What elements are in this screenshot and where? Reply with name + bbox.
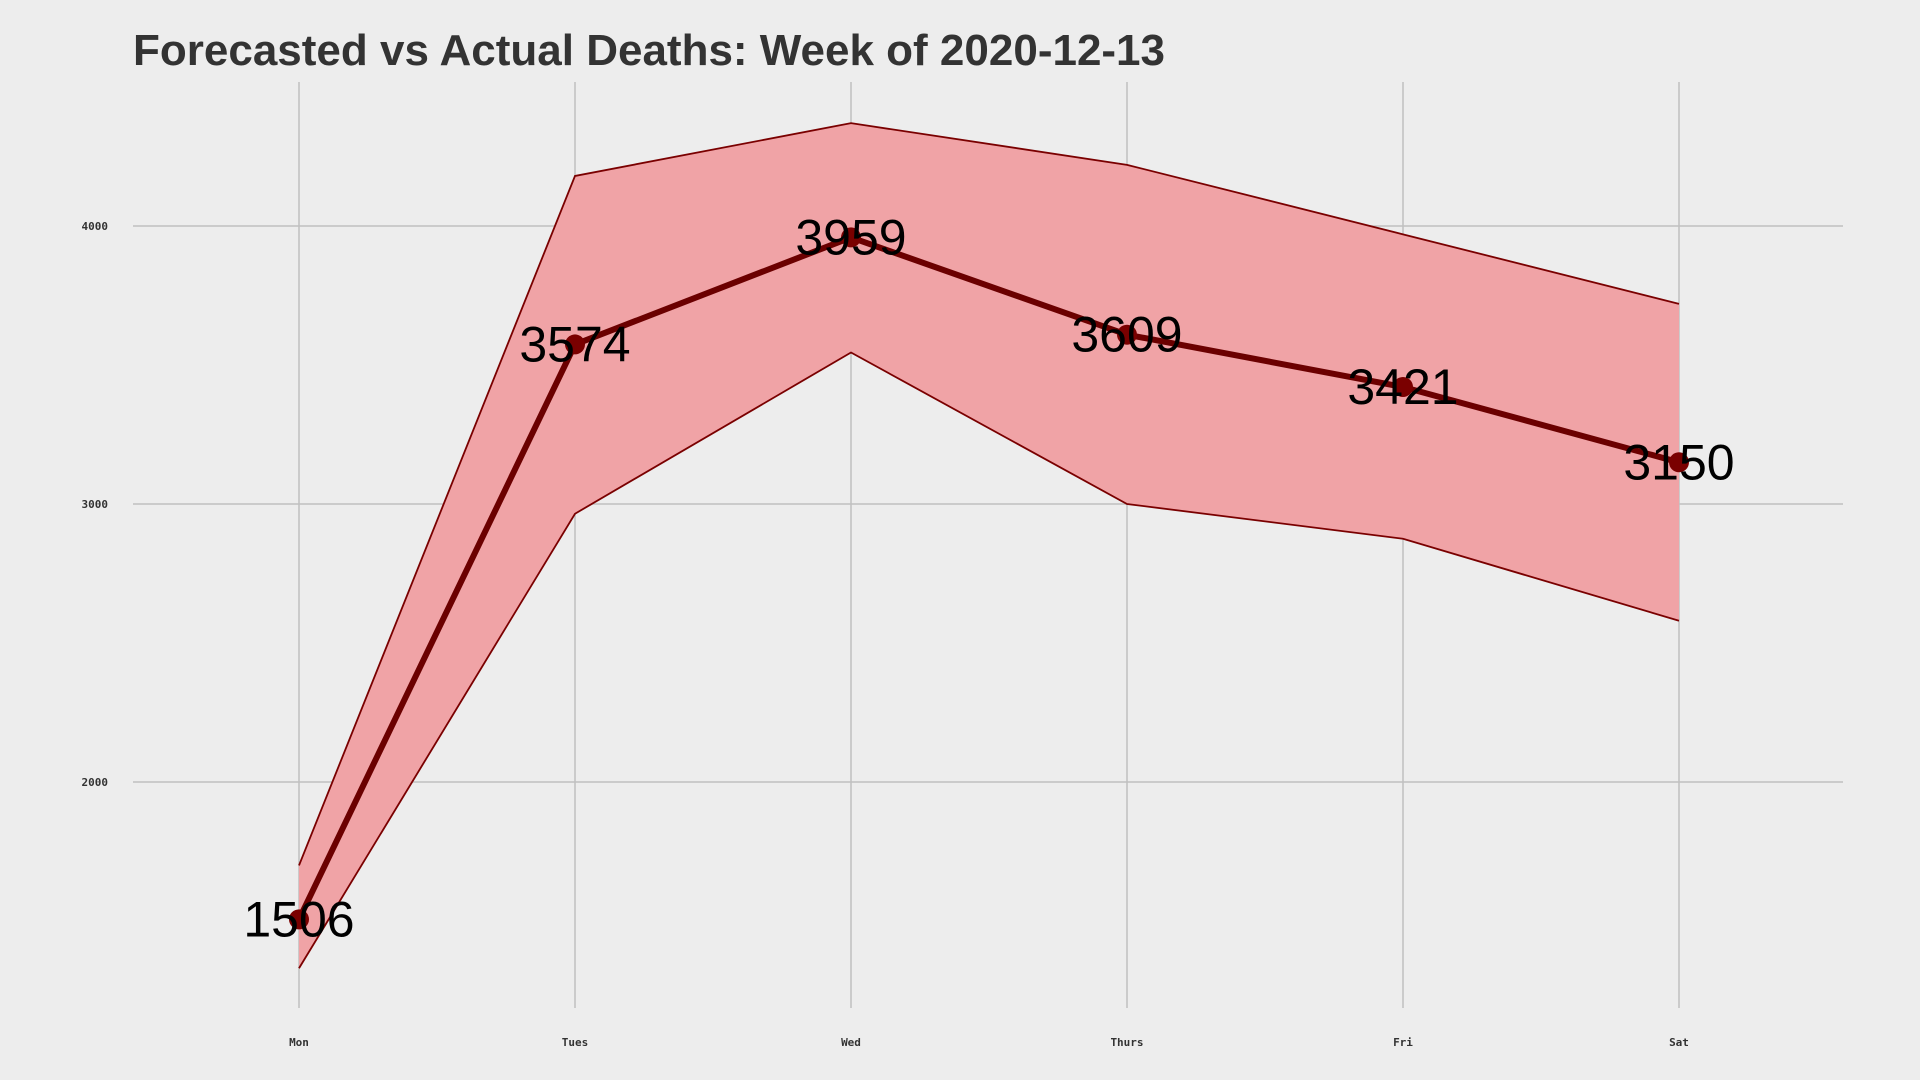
data-point <box>1393 376 1413 397</box>
data-label: 3421 <box>1347 359 1458 415</box>
band-lower-edge <box>298 351 1680 969</box>
y-tick-label: 2000 <box>82 776 109 789</box>
chart-title: Forecasted vs Actual Deaths: Week of 202… <box>133 26 1166 75</box>
confidence-band-layer <box>298 122 1680 969</box>
data-point <box>1669 452 1689 473</box>
x-tick-label: Sat <box>1669 1036 1689 1049</box>
confidence-band <box>299 123 1679 969</box>
data-point-layer <box>289 227 1689 930</box>
y-tick-label: 4000 <box>82 220 109 233</box>
data-label: 3609 <box>1071 307 1182 363</box>
series-line <box>296 234 1682 923</box>
axis-tick-layer: 2000 3000 4000 Mon Tues Wed Thurs Fri Sat <box>82 220 1689 1049</box>
x-tick-label: Tues <box>562 1036 589 1049</box>
y-tick-label: 3000 <box>82 498 109 511</box>
data-label: 3150 <box>1623 434 1734 490</box>
data-point <box>565 334 585 355</box>
x-tick-label: Mon <box>289 1036 309 1049</box>
series-line-layer <box>296 234 1682 923</box>
data-point <box>841 227 861 248</box>
data-label-layer: 1506 3574 3959 3609 3421 3150 <box>243 209 1734 947</box>
x-tick-label: Thurs <box>1110 1036 1143 1049</box>
x-tick-label: Fri <box>1393 1036 1413 1049</box>
band-upper-edge <box>298 122 1680 866</box>
data-label: 1506 <box>243 891 354 947</box>
data-label: 3574 <box>519 316 630 372</box>
data-point <box>289 909 309 930</box>
x-tick-label: Wed <box>841 1036 861 1049</box>
data-label: 3959 <box>795 209 906 265</box>
data-point <box>1117 324 1137 345</box>
